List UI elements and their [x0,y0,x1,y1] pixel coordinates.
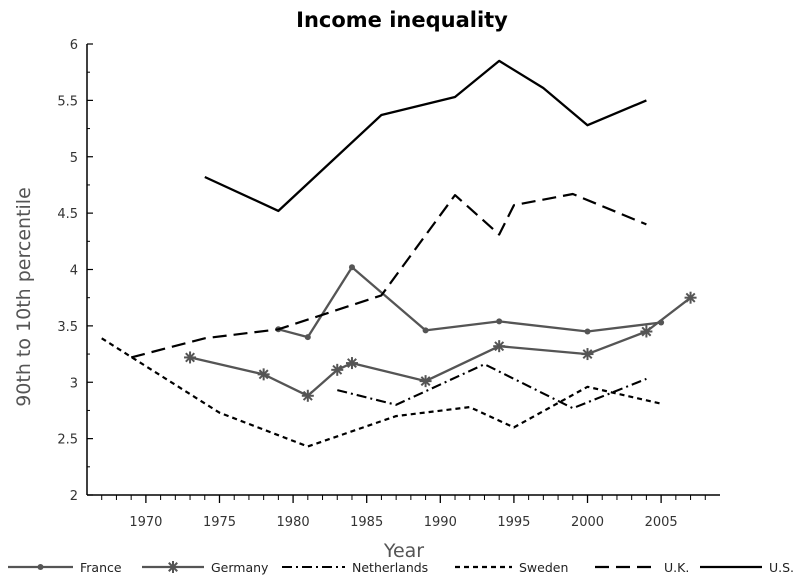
asterisk-stroke [685,292,696,303]
x-tick-label: 1995 [497,515,530,530]
asterisk-stroke [168,562,178,572]
data-point [304,334,311,341]
legend-label: Netherlands [352,560,428,575]
legend-item-u-k: U.K. [595,560,689,575]
legend: France Germany Netherlands Sweden U.K. U.S. [8,560,794,575]
asterisk-stroke [494,341,505,352]
plot-area [101,59,697,448]
asterisk-stroke [258,369,269,380]
y-tick-label: 5.5 [57,94,78,109]
series-line-sweden [101,337,662,448]
data-point [640,325,653,338]
x-tick-label: 1980 [277,515,310,530]
legend-item-france: France [8,560,122,575]
series-line-u-s [204,59,647,213]
data-point [684,291,697,304]
asterisk-stroke [641,326,652,337]
asterisk-stroke [332,364,343,375]
asterisk-stroke [185,352,195,363]
axes: 2 2.5 3 3.5 4 4.5 5 5.5 6 1970 1975 1980 1985 1990 199… [57,38,720,530]
data-point [496,318,503,325]
data-point [348,264,355,271]
legend-label: Germany [211,560,269,575]
x-tick-label: 1990 [424,515,457,530]
x-tick-label: 1970 [129,515,162,530]
series-u-k [130,192,647,359]
legend-item-sweden: Sweden [455,560,568,575]
legend-marker [167,561,179,573]
x-tick-label: 2000 [571,515,604,530]
legend-label: U.K. [664,560,689,575]
y-tick-label: 4.5 [57,207,78,222]
series-line-france [278,266,662,339]
series-u-s [204,59,647,213]
data-point [331,363,344,376]
chart-title: Income inequality [296,8,508,32]
y-tick-label: 4 [70,264,78,279]
data-point [301,389,314,402]
legend-marker [37,564,44,570]
data-point [493,340,506,353]
legend-item-netherlands: Netherlands [282,560,428,575]
series-sweden [101,337,662,448]
legend-label: U.S. [769,560,794,575]
legend-label: Sweden [519,560,568,575]
y-tick-label: 3.5 [57,320,78,335]
y-tick-label: 2.5 [57,433,78,448]
data-point [422,327,429,334]
data-point [419,375,432,388]
asterisk-stroke [302,390,313,401]
series-germany [184,291,697,402]
series-line-u-k [130,192,647,359]
series-netherlands [337,363,647,410]
asterisk-stroke [582,349,593,360]
asterisk-stroke [347,358,357,369]
y-tick-label: 5 [70,151,78,166]
y-tick-label: 6 [70,38,78,53]
data-point [584,328,591,335]
data-point [184,351,197,364]
legend-item-germany: Germany [142,560,269,575]
data-point [345,357,358,370]
x-tick-label: 2005 [645,515,678,530]
data-point [257,368,270,381]
y-axis-label-group: 90th to 10th percentile [13,187,35,407]
series-line-netherlands [337,363,647,410]
x-tick-label: 1975 [203,515,236,530]
series-line-germany [189,296,692,397]
legend-item-u-s: U.S. [700,560,794,575]
y-tick-label: 2 [70,489,78,504]
legend-label: France [80,560,122,575]
asterisk-stroke [420,376,431,387]
x-axis-label: Year [383,540,424,562]
data-point [581,348,594,361]
x-tick-label: 1985 [350,515,383,530]
y-axis-label: 90th to 10th percentile [13,187,35,407]
y-tick-label: 3 [70,376,78,391]
series-france [275,264,665,341]
